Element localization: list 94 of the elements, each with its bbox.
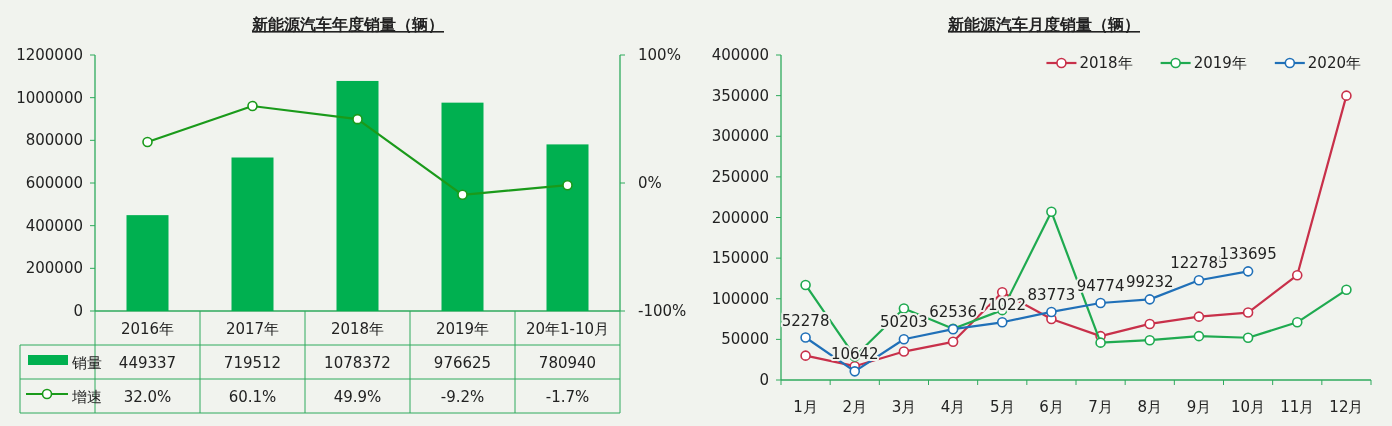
y-tick-label: 400000 — [711, 46, 769, 64]
point — [1144, 294, 1156, 305]
x-tick-label: 12月 — [1329, 398, 1364, 416]
data-label: 62536 — [929, 303, 977, 322]
data-label: -1.7% — [545, 388, 590, 406]
y2-tick-label: 100% — [638, 46, 681, 64]
legend-label: 增速 — [71, 388, 102, 406]
point — [1095, 297, 1106, 309]
bar — [546, 144, 589, 311]
point — [898, 303, 910, 314]
data-label: -9.2% — [440, 388, 485, 406]
y-tick-label: 350000 — [711, 86, 769, 105]
point — [1193, 274, 1205, 286]
y-tick-label: 800000 — [25, 131, 83, 150]
data-label: 1078372 — [324, 354, 391, 372]
y-tick-label: 1200000 — [16, 46, 83, 64]
point — [352, 113, 363, 125]
chart-title: 新能源汽车年度销量（辆） — [251, 15, 444, 34]
data-label: 32.0% — [123, 388, 172, 406]
bar — [336, 80, 379, 311]
y-tick-label: 0 — [73, 302, 83, 320]
data-label: 719512 — [223, 354, 282, 372]
y-tick-label: 50000 — [721, 330, 769, 349]
point — [1341, 90, 1352, 101]
point — [1193, 330, 1205, 342]
point — [898, 333, 910, 345]
x-tick-label: 1月 — [793, 398, 818, 416]
data-label: 49.9% — [333, 388, 382, 406]
legend-label: 2018年 — [1079, 54, 1133, 72]
y2-tick-label: -100% — [638, 302, 687, 320]
y-tick-label: 0 — [759, 371, 769, 389]
y-tick-label: 200000 — [711, 208, 769, 227]
x-tick-label: 2016年 — [120, 320, 175, 338]
y-tick-label: 1000000 — [16, 88, 83, 107]
data-label: 449337 — [118, 354, 177, 372]
data-label: 99232 — [1125, 273, 1174, 292]
legend-label: 2020年 — [1307, 54, 1361, 72]
x-tick-label: 2018年 — [330, 320, 385, 338]
point — [1046, 306, 1057, 318]
point — [1242, 307, 1254, 318]
point — [898, 346, 910, 357]
x-tick-label: 5月 — [989, 398, 1015, 416]
point — [1046, 206, 1057, 218]
point — [849, 366, 861, 377]
y-tick-label: 150000 — [711, 249, 769, 268]
point — [1291, 269, 1303, 281]
point — [1095, 337, 1106, 348]
bar — [126, 215, 169, 311]
x-tick-label: 6月 — [1039, 398, 1064, 416]
bar — [441, 102, 484, 311]
legend-label: 2019年 — [1193, 54, 1247, 72]
y-tick-label: 250000 — [711, 167, 769, 186]
x-tick-label: 10月 — [1231, 398, 1266, 416]
y-tick-label: 400000 — [25, 216, 83, 235]
point — [947, 336, 959, 348]
y-tick-label: 100000 — [711, 289, 769, 308]
point — [1291, 317, 1303, 328]
point — [457, 189, 468, 201]
x-tick-label: 20年1-10月 — [525, 320, 610, 338]
y-tick-label: 300000 — [711, 127, 769, 146]
point — [1144, 318, 1156, 330]
data-label: 83773 — [1027, 285, 1076, 304]
x-tick-label: 2月 — [842, 398, 868, 416]
data-label: 780940 — [538, 354, 597, 372]
point — [247, 100, 258, 112]
y-tick-label: 200000 — [25, 259, 83, 278]
point — [1144, 334, 1156, 346]
point — [562, 179, 573, 191]
point — [996, 317, 1008, 328]
point — [1242, 266, 1254, 277]
x-tick-label: 11月 — [1280, 398, 1315, 416]
point — [800, 279, 811, 291]
point — [142, 136, 153, 148]
x-tick-label: 9月 — [1186, 398, 1212, 416]
data-label: 60.1% — [228, 388, 277, 406]
chart-title: 新能源汽车月度销量（辆） — [947, 15, 1140, 34]
point — [1341, 284, 1352, 296]
y2-tick-label: 0% — [638, 174, 662, 192]
point — [800, 332, 811, 343]
point — [996, 286, 1008, 298]
bar — [231, 157, 274, 311]
x-tick-label: 7月 — [1088, 398, 1113, 416]
point — [800, 350, 811, 361]
x-tick-label: 4月 — [940, 398, 966, 416]
x-tick-label: 2017年 — [225, 320, 280, 338]
data-label: 976625 — [433, 354, 492, 372]
x-tick-label: 8月 — [1137, 398, 1163, 416]
y-tick-label: 600000 — [25, 174, 83, 192]
x-tick-label: 3月 — [891, 398, 917, 416]
point — [1193, 311, 1205, 322]
x-tick-label: 2019年 — [435, 320, 490, 338]
data-label: 52278 — [781, 311, 830, 330]
point — [1242, 332, 1254, 344]
legend-label: 销量 — [71, 354, 102, 372]
